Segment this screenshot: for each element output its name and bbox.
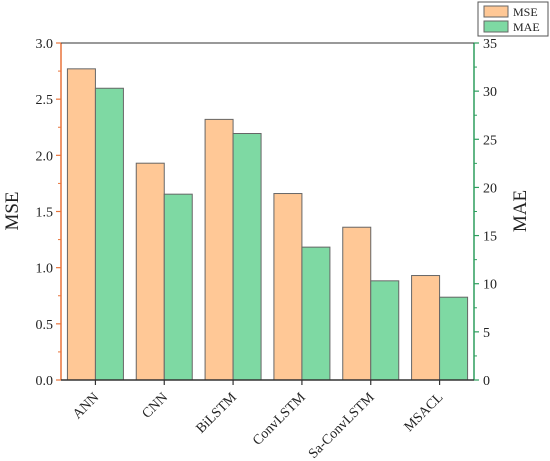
legend-label-mse: MSE — [513, 5, 538, 19]
legend-swatch-mae — [483, 20, 509, 33]
y-right-tick-label: 0 — [483, 374, 490, 389]
bar-mse-msacl — [411, 275, 441, 381]
bar-mae-bilstm — [232, 133, 262, 381]
bar-mse-ann — [66, 68, 96, 381]
y-right-tick-label: 10 — [483, 278, 497, 293]
bar-mae-msacl — [439, 296, 469, 381]
y-axis-right-title: MAE — [510, 190, 531, 232]
y-left-tick-label: 0.5 — [36, 318, 54, 333]
bar-mse-sa-convlstm — [342, 226, 372, 381]
y-left-tick-label: 3.0 — [36, 37, 54, 52]
bar-mse-cnn — [135, 162, 165, 381]
x-tick-label-bilstm: BiLSTM — [194, 390, 241, 437]
x-tick-label-msacl: MSACL — [402, 390, 447, 435]
bar-mse-convlstm — [273, 193, 303, 381]
bar-mae-ann — [94, 87, 124, 381]
x-tick-label-ann: ANN — [70, 390, 102, 422]
legend-swatch-mse — [483, 5, 509, 18]
y-right-tick-label: 35 — [483, 37, 497, 52]
y-right-tick-label: 25 — [483, 133, 497, 148]
plot-area: 0.0 0.5 1.0 1.5 2.0 2.5 3.0 0 5 10 15 20 25 30 35 ANN CN… — [36, 37, 498, 461]
x-tick-label-convlstm: ConvLSTM — [250, 390, 309, 449]
x-tick-label-cnn: CNN — [140, 390, 172, 422]
y-axis-left-title: MSE — [2, 191, 23, 230]
y-left-tick-label: 1.5 — [36, 206, 54, 221]
y-right-tick-label: 20 — [483, 181, 497, 196]
y-right-tick-label: 5 — [483, 326, 490, 341]
y-right-tick-label: 30 — [483, 85, 497, 100]
y-right-tick-label: 15 — [483, 230, 497, 245]
bar-mae-convlstm — [301, 246, 331, 381]
bar-mse-bilstm — [204, 118, 234, 381]
y-left-tick-label: 2.0 — [36, 149, 54, 164]
legend-label-mae: MAE — [513, 20, 540, 34]
bar-mae-cnn — [163, 193, 193, 381]
y-left-tick-label: 1.0 — [36, 262, 54, 277]
y-left-tick-label: 2.5 — [36, 93, 54, 108]
x-tick-label-sa-convlstm: Sa-ConvLSTM — [306, 390, 378, 461]
bar-mae-sa-convlstm — [370, 280, 400, 381]
y-left-tick-label: 0.0 — [36, 374, 54, 389]
